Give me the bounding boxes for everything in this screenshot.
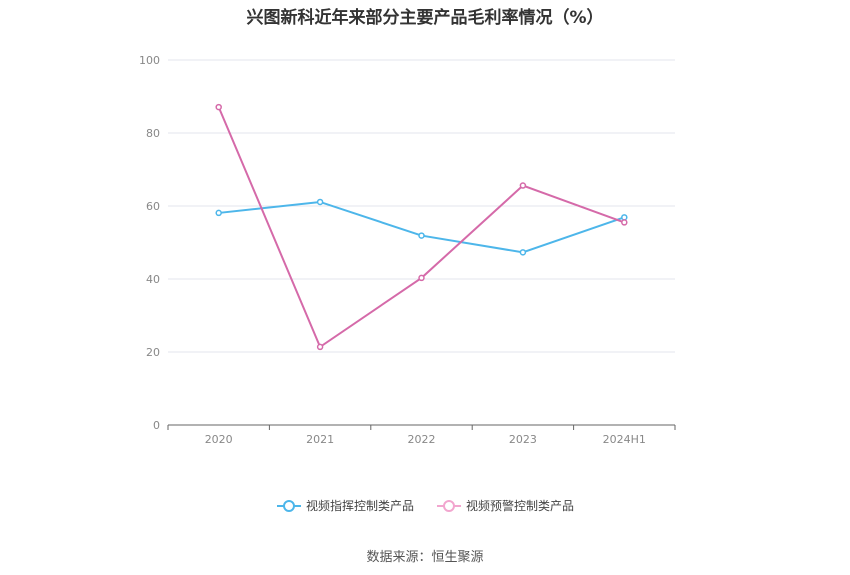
y-tick-label: 60 — [146, 200, 160, 213]
x-tick-label: 2024H1 — [603, 433, 646, 446]
x-axis: 2020 2021 2022 2023 2024H1 — [167, 424, 676, 446]
data-point — [215, 103, 222, 111]
y-tick-label: 80 — [146, 127, 160, 140]
y-tick-label: 0 — [153, 419, 160, 432]
series-1 — [215, 198, 628, 256]
series-line-1 — [218, 200, 625, 254]
legend-marker-series-1 — [276, 499, 301, 512]
y-tick-label: 100 — [139, 54, 160, 67]
x-tick-label: 2020 — [205, 433, 233, 446]
data-point — [215, 209, 222, 217]
series-layer — [215, 103, 628, 351]
x-tick-label: 2022 — [408, 433, 436, 446]
series-2 — [215, 103, 628, 351]
data-point — [418, 232, 425, 239]
line-chart: 0 20 40 60 80 100 2020 2021 2022 2023 2024H1 — [139, 54, 676, 446]
y-tick-label: 40 — [146, 273, 160, 286]
data-point — [519, 249, 527, 256]
legend: 视频指挥控制类产品 视频预警控制类产品 — [0, 497, 850, 514]
y-axis: 0 20 40 60 80 100 — [139, 54, 160, 432]
data-point — [621, 219, 628, 226]
legend-item-series-1[interactable]: 视频指挥控制类产品 — [276, 497, 414, 514]
data-point — [316, 343, 324, 351]
legend-label-series-2: 视频预警控制类产品 — [466, 499, 575, 513]
legend-marker-series-2 — [437, 499, 461, 512]
series-line-2 — [217, 106, 625, 349]
source-note: 数据来源：恒生聚源 — [366, 550, 484, 565]
legend-item-series-2[interactable]: 视频预警控制类产品 — [436, 497, 574, 514]
data-point — [621, 214, 628, 221]
legend-label-series-1: 视频指挥控制类产品 — [305, 499, 414, 513]
chart-title: 兴图新科近年来部分主要产品毛利率情况（%） — [246, 8, 604, 28]
data-point — [316, 198, 324, 206]
data-point — [519, 182, 527, 189]
x-tick-label: 2021 — [306, 433, 334, 446]
x-tick-label: 2023 — [509, 433, 537, 446]
grid-lines — [168, 59, 675, 353]
y-tick-label: 20 — [146, 346, 160, 359]
data-point — [418, 274, 425, 282]
